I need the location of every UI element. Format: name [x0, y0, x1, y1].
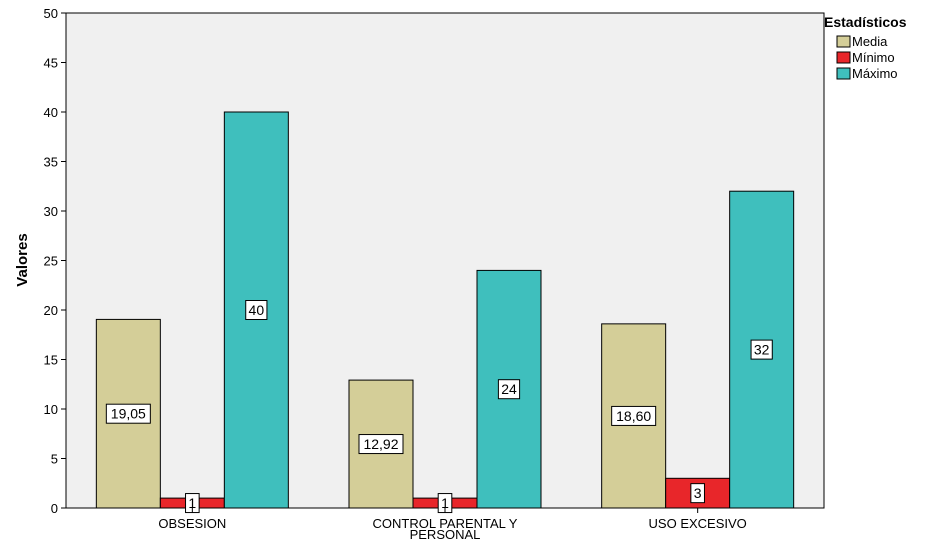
legend-title: Estadísticos [824, 14, 907, 30]
data-label: 1 [188, 495, 196, 511]
y-tick-label: 50 [44, 6, 58, 21]
x-tick-label: USO EXCESIVO [649, 516, 747, 531]
y-tick-label: 15 [44, 353, 58, 368]
data-label-box [690, 483, 705, 504]
x-tick-label: PERSONAL [410, 527, 481, 542]
bar [223, 111, 289, 509]
y-tick-label: 45 [44, 56, 58, 71]
data-label: 32 [754, 342, 770, 358]
data-label: 1 [441, 495, 449, 511]
data-label-box [105, 403, 151, 424]
x-tick-label: OBSESION [158, 516, 226, 531]
y-axis-label: Valores [14, 233, 31, 286]
y-tick-label: 10 [44, 402, 58, 417]
data-label: 19,05 [111, 406, 146, 422]
bars-group [95, 111, 795, 509]
y-tick-label: 40 [44, 105, 58, 120]
data-label-box [358, 434, 404, 455]
data-label: 24 [501, 381, 517, 397]
legend-swatch [836, 35, 851, 48]
y-tick-label: 25 [44, 254, 58, 269]
data-label: 40 [249, 302, 265, 318]
y-tick-label: 30 [44, 204, 58, 219]
legend-label: Media [852, 34, 888, 49]
y-tick-label: 20 [44, 303, 58, 318]
data-label-box [245, 300, 268, 320]
x-tick-label: CONTROL PARENTAL Y [373, 516, 518, 531]
legend-label: Máximo [852, 66, 898, 81]
data-labels-group: 19,05 1 40 12,92 1 24 18,60 3 32 [105, 300, 773, 514]
data-label-box [611, 405, 657, 426]
data-label: 3 [694, 485, 702, 501]
data-label: 12,92 [363, 436, 398, 452]
legend-label: Mínimo [852, 50, 895, 65]
y-axis-ticks: 0 5 10 15 20 25 30 35 40 45 50 [44, 6, 66, 516]
data-label-box [750, 339, 773, 360]
y-tick-label: 5 [51, 452, 58, 467]
legend-swatch [836, 51, 851, 64]
data-label: 18,60 [616, 408, 651, 424]
y-tick-label: 35 [44, 155, 58, 170]
data-label-box [497, 379, 521, 400]
y-tick-label: 0 [51, 501, 58, 516]
legend-swatch [836, 67, 851, 80]
plot-area [65, 12, 825, 509]
